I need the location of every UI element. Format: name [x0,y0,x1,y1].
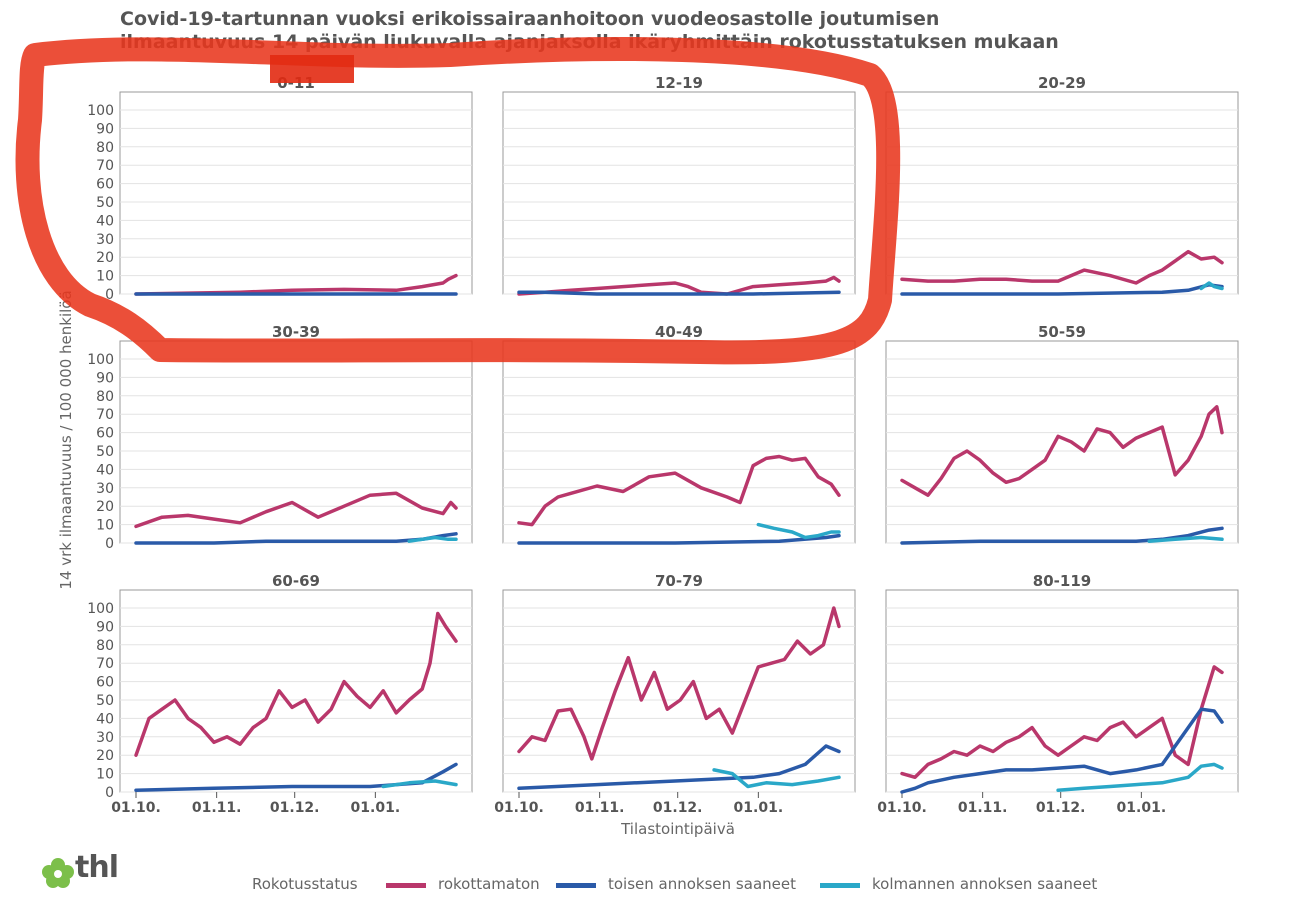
series-line-rokottamaton [134,491,458,529]
series-line-rokottamaton [134,611,458,757]
series-line-rokottamaton [900,249,1224,285]
panel-frame [885,91,1239,295]
y-tick-label: 80 [96,140,114,156]
chart-title-line-1: Covid-19-tartunnan vuoksi erikoissairaan… [120,8,940,30]
x-tick-label: 01.10. [494,800,544,816]
legend-label-three-doses: kolmannen annoksen saaneet [872,875,1098,893]
panel-title: 12-19 [655,74,703,92]
y-tick-label: 0 [105,536,114,552]
x-tick-label: 01.11. [192,800,242,816]
red-annotation-loop [15,37,901,365]
y-tick-label: 70 [96,407,114,423]
y-tick-label: 0 [105,287,114,303]
legend-label-two-doses: toisen annoksen saaneet [608,875,796,893]
y-tick-label: 30 [96,730,114,746]
x-axis-label: Tilastointipäivä [620,820,735,838]
x-tick-label: 01.12. [653,800,703,816]
y-tick-label: 20 [96,499,114,515]
y-tick-label: 40 [96,213,114,229]
y-tick-label: 100 [87,352,114,368]
y-axis-label: 14 vrk ilmaantuvuus / 100 000 henkilöä [57,290,75,589]
x-tick-label: 01.10. [111,800,161,816]
y-tick-label: 50 [96,693,114,709]
series-line-kolmannen-annoksen-saaneet [407,535,458,543]
red-annotation-mark [270,55,354,83]
series-line-toisen-annoksen-saaneet [134,762,458,792]
panel-title: 70-79 [655,572,703,590]
y-tick-label: 70 [96,158,114,174]
y-tick-label: 0 [105,785,114,801]
y-tick-label: 100 [87,103,114,119]
panel-frame [119,91,473,295]
y-tick-label: 60 [96,177,114,193]
legend-label-unvaccinated: rokottamaton [438,875,540,893]
y-tick-label: 90 [96,370,114,386]
y-tick-label: 20 [96,748,114,764]
y-tick-label: 50 [96,444,114,460]
panel-frame [502,340,856,544]
thl-logo-icon [42,858,74,888]
x-tick-label: 01.01. [734,800,784,816]
series-line-kolmannen-annoksen-saaneet [1147,535,1224,543]
x-tick-label: 01.11. [575,800,625,816]
y-tick-label: 40 [96,462,114,478]
series-line-toisen-annoksen-saaneet [517,533,841,545]
x-tick-label: 01.01. [351,800,401,816]
x-tick-label: 01.01. [1117,800,1167,816]
y-tick-label: 10 [96,518,114,534]
panel-frame [502,589,856,793]
panel-title: 20-29 [1038,74,1086,92]
series-line-rokottamaton [517,454,841,527]
panel-frame [119,589,473,793]
series-line-kolmannen-annoksen-saaneet [756,522,841,540]
panel-frame [885,340,1239,544]
series-line-kolmannen-annoksen-saaneet [381,779,458,789]
x-tick-label: 01.10. [877,800,927,816]
y-tick-label: 90 [96,619,114,635]
series-line-kolmannen-annoksen-saaneet [712,768,841,789]
panel-frame [119,340,473,544]
series-line-kolmannen-annoksen-saaneet [1199,281,1224,291]
legend-title: Rokotusstatus [252,875,358,893]
x-tick-label: 01.12. [270,800,320,816]
thl-logo-text: thl [75,850,119,885]
series-line-rokottamaton [900,405,1224,497]
panel-title: 60-69 [272,572,320,590]
y-tick-label: 60 [96,675,114,691]
y-tick-label: 10 [96,767,114,783]
y-tick-label: 50 [96,195,114,211]
series-line-rokottamaton [517,275,841,296]
series-line-toisen-annoksen-saaneet [900,707,1224,794]
panel-title: 40-49 [655,323,703,341]
series-line-toisen-annoksen-saaneet [517,744,841,791]
y-tick-label: 40 [96,711,114,727]
series-line-rokottamaton [517,606,841,761]
panel-title: 30-39 [272,323,320,341]
x-tick-label: 01.11. [958,800,1008,816]
y-tick-label: 20 [96,250,114,266]
series-line-kolmannen-annoksen-saaneet [1056,762,1224,792]
y-tick-label: 80 [96,638,114,654]
series-line-toisen-annoksen-saaneet [517,290,841,296]
legend-swatch-two-doses [556,883,596,888]
y-tick-label: 80 [96,389,114,405]
panel-title: 50-59 [1038,323,1086,341]
series-line-toisen-annoksen-saaneet [134,532,458,545]
panel-frame [502,91,856,295]
y-tick-label: 10 [96,269,114,285]
x-tick-label: 01.12. [1036,800,1086,816]
y-tick-label: 70 [96,656,114,672]
legend-swatch-unvaccinated [386,883,426,888]
y-tick-label: 60 [96,426,114,442]
y-tick-label: 90 [96,121,114,137]
y-tick-label: 30 [96,232,114,248]
legend-swatch-three-doses [820,883,860,888]
y-tick-label: 100 [87,601,114,617]
y-tick-label: 30 [96,481,114,497]
panel-title: 80-119 [1033,572,1091,590]
